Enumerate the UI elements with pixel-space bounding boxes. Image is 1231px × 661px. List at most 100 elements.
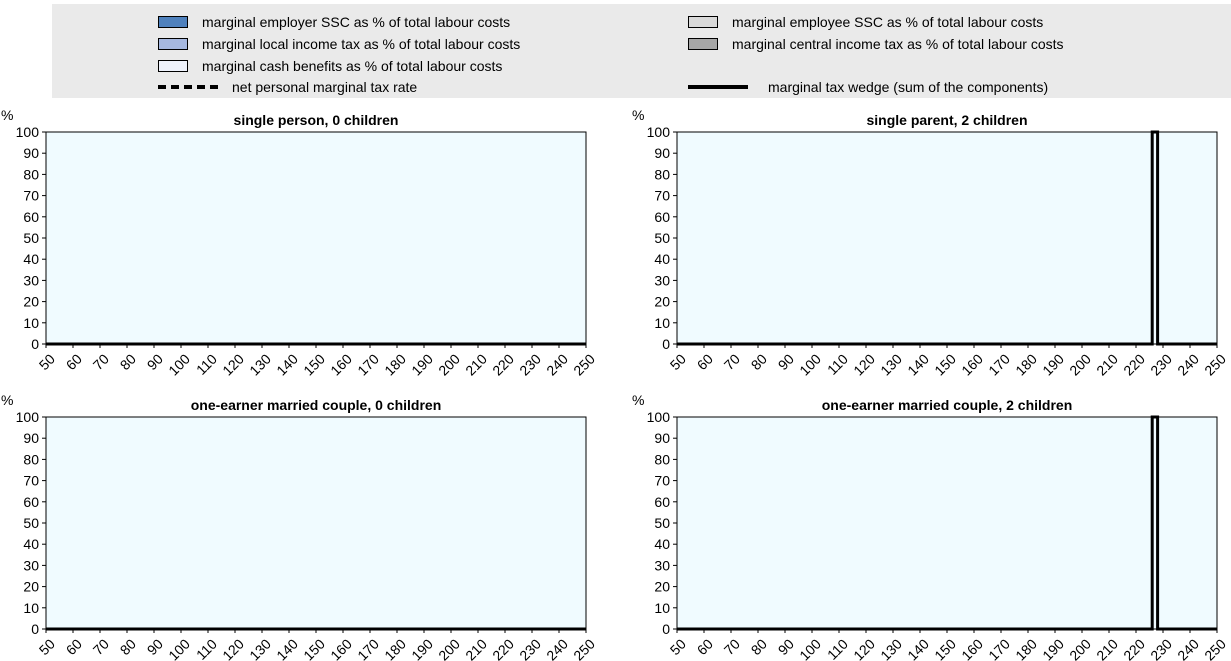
x-tick-label: 140 xyxy=(904,636,932,661)
x-tick-label: 100 xyxy=(796,636,824,661)
y-tick-label: 0 xyxy=(662,621,670,637)
legend-item-employee-ssc: marginal employee SSC as % of total labo… xyxy=(688,14,1043,30)
legend-item-local-income-tax: marginal local income tax as % of total … xyxy=(158,36,520,52)
x-tick-label: 170 xyxy=(985,636,1013,661)
legend-item-tax-wedge: marginal tax wedge (sum of the component… xyxy=(688,79,1048,95)
x-tick-label: 210 xyxy=(462,636,490,661)
x-tick-label: 140 xyxy=(273,351,301,379)
y-tick-label: 50 xyxy=(23,230,39,246)
legend-swatch xyxy=(158,38,188,50)
y-tick-label: 60 xyxy=(654,494,670,510)
x-tick-label: 90 xyxy=(144,636,166,658)
x-tick-label: 240 xyxy=(1174,351,1202,379)
x-tick-label: 190 xyxy=(1039,351,1067,379)
chart-title: one-earner married couple, 0 children xyxy=(191,397,442,413)
x-tick-label: 220 xyxy=(1120,636,1148,661)
x-tick-label: 160 xyxy=(958,351,986,379)
y-tick-label: 0 xyxy=(31,621,39,637)
x-tick-label: 230 xyxy=(516,351,544,379)
plot-area xyxy=(676,131,1218,345)
legend-solid-line xyxy=(688,85,748,89)
x-tick-label: 200 xyxy=(1066,351,1094,379)
x-tick-label: 220 xyxy=(489,636,517,661)
x-tick-label: 80 xyxy=(748,636,770,658)
x-tick-label: 110 xyxy=(193,636,220,661)
x-tick-label: 190 xyxy=(408,636,436,661)
x-tick-label: 150 xyxy=(931,636,959,661)
y-tick-label: 10 xyxy=(23,315,39,331)
y-tick-label: 80 xyxy=(654,166,670,182)
x-tick-label: 110 xyxy=(193,351,220,378)
legend-swatch xyxy=(688,38,718,50)
x-tick-label: 250 xyxy=(570,351,598,379)
x-tick-label: 100 xyxy=(165,636,193,661)
x-tick-label: 70 xyxy=(90,636,112,658)
plot-area xyxy=(45,416,587,630)
x-tick-label: 210 xyxy=(1093,636,1121,661)
x-tick-label: 120 xyxy=(850,636,878,661)
y-tick-label: 0 xyxy=(662,336,670,352)
x-tick-label: 120 xyxy=(850,351,878,379)
legend-item-central-income-tax: marginal central income tax as % of tota… xyxy=(688,36,1064,52)
x-tick-label: 180 xyxy=(381,351,409,379)
x-tick-label: 110 xyxy=(824,636,851,661)
x-tick-label: 170 xyxy=(985,351,1013,379)
x-tick-label: 150 xyxy=(300,351,328,379)
x-tick-label: 110 xyxy=(824,351,851,378)
y-tick-label: 10 xyxy=(654,600,670,616)
y-tick-label: 0 xyxy=(31,336,39,352)
x-tick-label: 60 xyxy=(63,351,85,373)
x-tick-label: 200 xyxy=(1066,636,1094,661)
y-tick-label: 80 xyxy=(23,166,39,182)
x-tick-label: 140 xyxy=(273,636,301,661)
x-tick-label: 230 xyxy=(1147,351,1175,379)
chart-title: single person, 0 children xyxy=(234,112,399,128)
x-tick-label: 220 xyxy=(1120,351,1148,379)
x-tick-label: 130 xyxy=(246,351,274,379)
y-tick-label: 30 xyxy=(23,272,39,288)
net-personal-rate-line xyxy=(677,416,1217,630)
y-tick-label: 70 xyxy=(23,473,39,489)
legend: marginal employer SSC as % of total labo… xyxy=(52,4,1231,98)
y-tick-label: 90 xyxy=(23,145,39,161)
legend-item-employer-ssc: marginal employer SSC as % of total labo… xyxy=(158,14,510,30)
x-tick-label: 100 xyxy=(796,351,824,379)
y-tick-label: 80 xyxy=(23,451,39,467)
chart-panel-3: one-earner married couple, 0 children% 0 1… xyxy=(1,392,598,661)
x-tick-label: 80 xyxy=(748,351,770,373)
x-tick-label: 250 xyxy=(1201,351,1229,379)
y-tick-label: 70 xyxy=(654,188,670,204)
y-tick-label: 90 xyxy=(654,430,670,446)
y-tick-label: 20 xyxy=(654,579,670,595)
x-tick-label: 230 xyxy=(516,636,544,661)
x-tick-label: 160 xyxy=(958,636,986,661)
y-tick-label: 100 xyxy=(647,124,671,140)
y-tick-label: 60 xyxy=(23,494,39,510)
x-tick-label: 180 xyxy=(1012,351,1040,379)
chart-panel-4: one-earner married couple, 2 children% 0 1… xyxy=(632,392,1229,661)
legend-label: marginal employee SSC as % of total labo… xyxy=(732,14,1044,30)
y-tick-label: 100 xyxy=(16,409,40,425)
x-tick-label: 240 xyxy=(1174,636,1202,661)
x-tick-label: 80 xyxy=(117,351,139,373)
x-tick-label: 60 xyxy=(694,636,716,658)
x-tick-label: 90 xyxy=(775,351,797,373)
plot-area xyxy=(45,131,587,345)
y-axis-label: % xyxy=(1,392,13,408)
y-tick-label: 10 xyxy=(654,315,670,331)
x-tick-label: 250 xyxy=(1201,636,1229,661)
y-tick-label: 40 xyxy=(23,536,39,552)
x-tick-label: 190 xyxy=(408,351,436,379)
legend-item-net-personal-rate: net personal marginal tax rate xyxy=(158,79,417,95)
x-tick-label: 60 xyxy=(694,351,716,373)
chart-title: single parent, 2 children xyxy=(866,112,1027,128)
x-tick-label: 130 xyxy=(877,351,905,379)
legend-item-cash-benefits: marginal cash benefits as % of total lab… xyxy=(158,58,502,74)
y-tick-label: 30 xyxy=(654,272,670,288)
x-tick-label: 60 xyxy=(63,636,85,658)
y-tick-label: 40 xyxy=(654,536,670,552)
x-tick-label: 70 xyxy=(721,636,743,658)
x-tick-label: 120 xyxy=(219,351,247,379)
x-tick-label: 200 xyxy=(435,351,463,379)
